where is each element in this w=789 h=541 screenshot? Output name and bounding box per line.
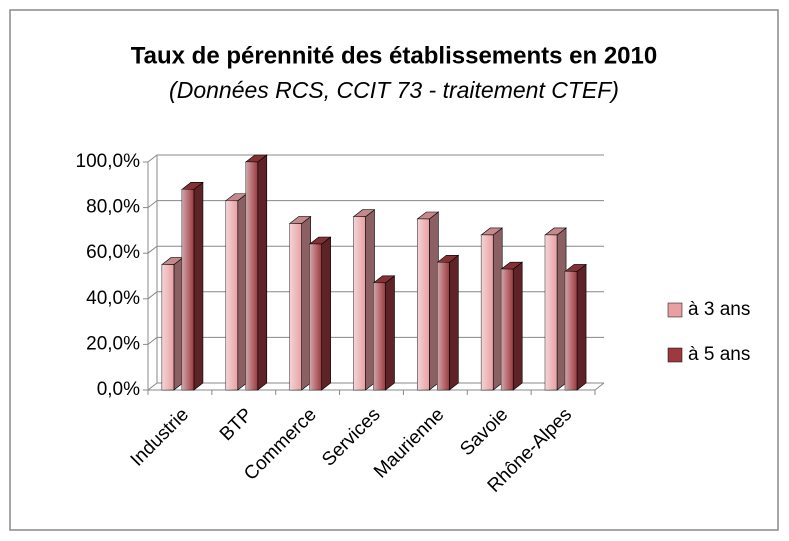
bar-shine — [309, 244, 322, 390]
y-tick-label: 0,0% — [97, 379, 140, 400]
y-tick-label: 60,0% — [86, 242, 140, 263]
floor-line — [594, 382, 605, 391]
bar-shine — [225, 200, 238, 390]
bar-shine — [545, 234, 558, 390]
bar-side — [512, 261, 523, 391]
bar-side — [193, 181, 204, 391]
bar-shine — [161, 264, 174, 390]
bar-side — [385, 275, 395, 391]
bar-side — [492, 227, 503, 391]
bar-shine — [353, 216, 366, 390]
legend-label: à 3 ans — [688, 299, 750, 320]
legend-label: à 5 ans — [688, 344, 750, 365]
y-tick-label: 100,0% — [76, 151, 141, 172]
legend-swatch — [667, 347, 683, 363]
bar-side — [237, 193, 248, 391]
bar-side — [576, 263, 587, 391]
bar-side — [301, 215, 311, 391]
bar-side — [365, 209, 375, 391]
bar-side — [257, 154, 268, 391]
legend-swatch — [667, 302, 683, 318]
y-tick-label: 80,0% — [86, 197, 140, 218]
bar-side — [449, 254, 459, 391]
bar-shine — [501, 269, 514, 390]
grid-line — [147, 200, 604, 208]
bar-side — [556, 227, 567, 391]
bar-shine — [417, 219, 430, 390]
bar-shine — [481, 234, 494, 390]
bar-side — [429, 211, 439, 391]
chart-title: Taux de pérennité des établissements en … — [131, 42, 657, 69]
chart-subtitle: (Données RCS, CCIT 73 - traitement CTEF) — [169, 77, 619, 103]
bar-shine — [437, 262, 450, 390]
bar-shine — [181, 189, 194, 390]
bar-side — [321, 236, 331, 391]
grid-line — [147, 245, 604, 254]
bar-shine — [373, 282, 386, 390]
bar-shine — [245, 162, 258, 390]
y-tick-label: 20,0% — [86, 333, 140, 354]
bar-shine — [289, 223, 302, 390]
grid-line — [147, 154, 604, 163]
bar-side — [173, 256, 184, 391]
chart-border — [9, 9, 779, 531]
bar-shine — [565, 271, 578, 390]
y-tick-label: 40,0% — [86, 288, 140, 309]
